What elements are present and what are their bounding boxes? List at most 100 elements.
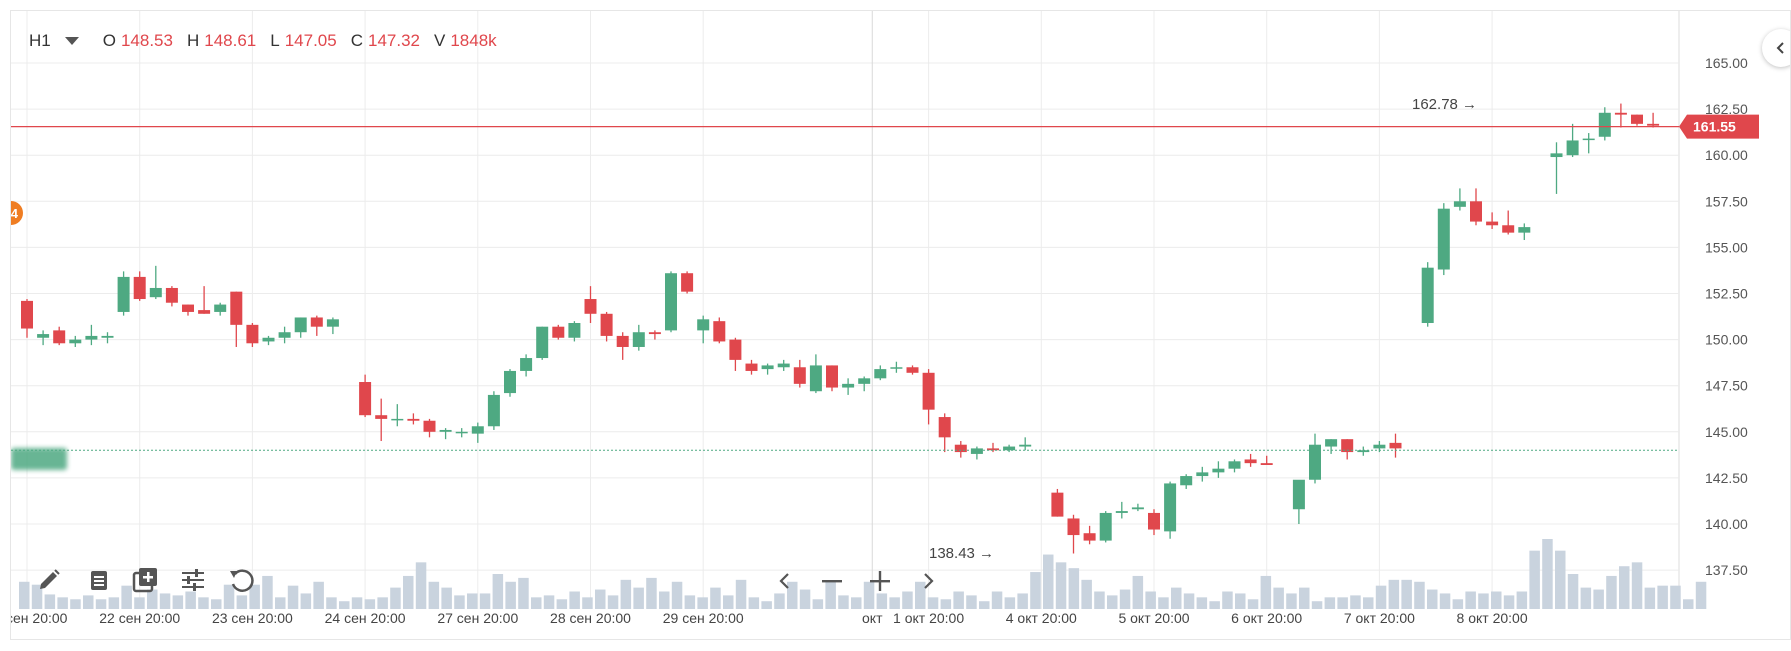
volume-bar (1222, 591, 1233, 609)
volume-bar (902, 591, 913, 609)
candle-body (616, 335, 629, 347)
volume-bar (1567, 574, 1579, 609)
volume-bar (915, 581, 926, 609)
volume-bar (620, 579, 632, 609)
volume-bar (134, 597, 145, 609)
timeframe-dropdown-icon[interactable] (64, 37, 79, 45)
volume-bar (31, 584, 43, 609)
volume-bar (1171, 587, 1182, 609)
collapse-panel-button[interactable] (1762, 29, 1790, 67)
candle-body (568, 323, 581, 338)
x-axis: 21 сен 20:00 22 сен 20:00 23 сен 20:00 24 с… (11, 610, 1528, 626)
volume-bar (889, 597, 900, 609)
volume-bar (236, 595, 248, 609)
volume-bar (735, 579, 747, 609)
candle-body (761, 365, 774, 370)
volume-bar (1247, 599, 1259, 609)
candle-body (1164, 483, 1177, 532)
volume-bar (595, 589, 606, 609)
candle-body (375, 415, 388, 419)
reset-button[interactable] (225, 564, 257, 596)
volume-bar (1094, 591, 1105, 609)
volume-bar (1542, 539, 1553, 609)
candle-body (278, 332, 291, 338)
candle-body (149, 287, 162, 298)
candle-body (858, 378, 871, 384)
add-indicator-button[interactable] (129, 564, 161, 596)
candle-body (1051, 492, 1064, 517)
candle-body (584, 299, 597, 314)
candle-body (1148, 512, 1160, 530)
candle-body (793, 367, 806, 384)
volume-bar (467, 593, 478, 609)
candle-body (1099, 512, 1112, 541)
volume-bar (1657, 585, 1668, 609)
candle-body (826, 365, 838, 388)
y-tick-label: 157.50 (1705, 193, 1748, 209)
y-axis: 165.00 162.50 160.00 157.50 155.00 152.50 150.… (1705, 55, 1748, 578)
list-tool-button[interactable] (83, 564, 115, 596)
volume-bar (1644, 587, 1656, 609)
volume-bar (1670, 585, 1681, 609)
candle-body (1566, 140, 1579, 156)
candle-body (632, 332, 645, 347)
candle-body (1131, 507, 1144, 510)
y-tick-label: 145.00 (1705, 424, 1748, 440)
volume-bar (1491, 591, 1502, 609)
volume-value: 1848k (450, 31, 497, 50)
zoom-in-button[interactable] (866, 567, 894, 595)
zoom-out-icon (822, 580, 842, 583)
volume-bar (70, 599, 81, 609)
pencil-tool-button[interactable] (33, 564, 65, 596)
volume-bar (774, 593, 785, 609)
candle-body (665, 273, 677, 331)
volume-bar (339, 601, 350, 609)
price-lines: 161.55 (11, 114, 1759, 451)
volume-bar (1375, 585, 1387, 609)
volume-bar (787, 581, 798, 609)
candle-body (407, 418, 420, 421)
x-tick-label: 29 сен 20:00 (663, 610, 744, 626)
volume-bar (582, 597, 593, 609)
candle-body (504, 370, 516, 394)
y-tick-label: 137.50 (1705, 562, 1748, 578)
volume-bar (876, 593, 888, 609)
volume-bar (492, 574, 504, 609)
candle-body (1550, 153, 1563, 158)
zoom-out-button[interactable] (818, 567, 846, 595)
x-tick-label: 24 сен 20:00 (325, 610, 406, 626)
volume-bar (300, 593, 312, 609)
volume-bar (1427, 589, 1438, 609)
scroll-left-button[interactable] (771, 567, 799, 595)
volume-bar (761, 601, 772, 609)
volume-bar (1107, 595, 1118, 609)
volume-bar (454, 595, 465, 609)
candle-body (697, 319, 710, 331)
candle-body (53, 330, 66, 344)
volume-bar (940, 599, 952, 609)
settings-button[interactable] (177, 564, 209, 596)
candle-body (1389, 442, 1402, 449)
candle-body (1502, 225, 1515, 233)
candle-body (1614, 112, 1627, 115)
y-tick-label: 140.00 (1705, 516, 1748, 532)
open-label: O (102, 31, 116, 50)
candle-body (359, 382, 372, 416)
volume-bar (1439, 593, 1451, 609)
candle-body (938, 417, 951, 438)
volume-bar (441, 587, 452, 609)
alert-badge[interactable]: 4 (11, 201, 23, 225)
list-icon (91, 571, 107, 590)
chevron-right-icon (924, 573, 934, 589)
timeframe-label[interactable]: H1 (29, 31, 51, 50)
volume-bar (415, 562, 427, 609)
volume-bar (1555, 550, 1566, 609)
candle-body (552, 326, 565, 338)
price-chart[interactable]: 161.55 165.00 162.50 160.00 157.50 155.00 152… (11, 11, 1791, 640)
scroll-right-button[interactable] (914, 567, 942, 595)
candle-body (1421, 267, 1434, 324)
candle-body (1647, 123, 1660, 126)
volume-bar (1119, 589, 1131, 609)
volume-bars (19, 539, 1707, 609)
volume-bar (313, 581, 324, 609)
